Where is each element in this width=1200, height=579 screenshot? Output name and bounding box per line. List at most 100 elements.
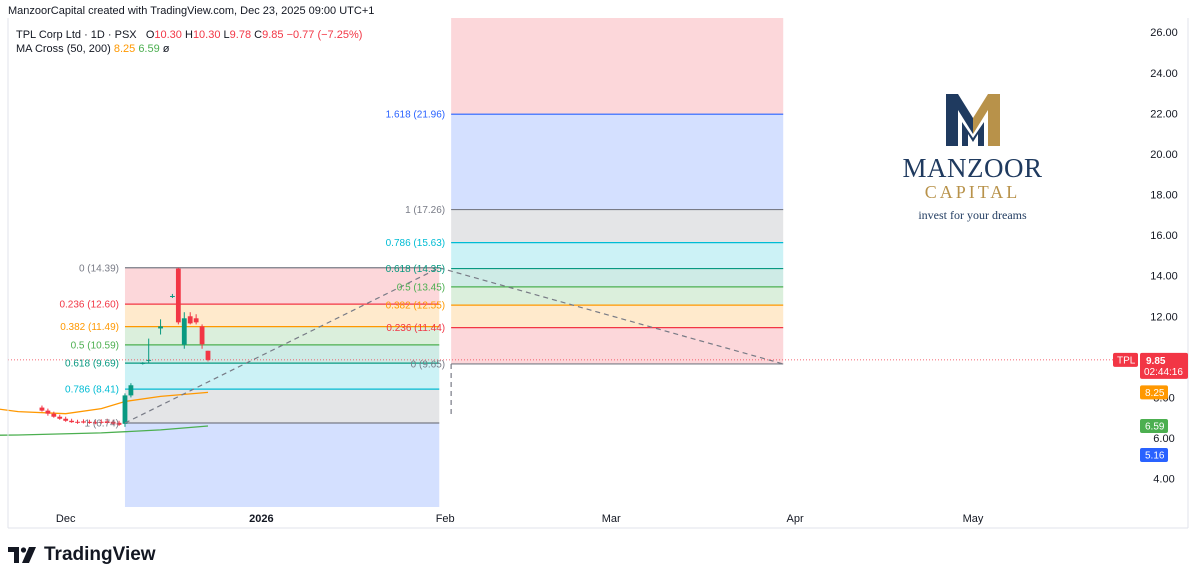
- candle-body: [140, 362, 146, 364]
- tradingview-logo-icon: [8, 547, 36, 563]
- fib-levels: [124, 113, 784, 424]
- y-tick-label-6: 16.00: [1150, 230, 1178, 242]
- fib-extension-zone-6: [451, 305, 784, 328]
- fib-extension-label-2: 0.786 (15.63): [386, 238, 446, 249]
- fib-zones: [124, 18, 784, 507]
- candle-0: [39, 405, 45, 412]
- candle-body: [69, 420, 75, 423]
- chart-caption: ManzoorCapital created with TradingView.…: [8, 5, 375, 17]
- fib-extension-label-1: 1 (17.26): [405, 205, 445, 216]
- open-value: 10.30: [154, 29, 182, 41]
- candle-body: [199, 326, 205, 345]
- x-tick-label-1: 2026: [249, 513, 273, 525]
- fib-extension-zone-4: [451, 268, 784, 287]
- indicator-legend[interactable]: MA Cross (50, 200) 8.25 6.59 ø: [16, 43, 170, 55]
- x-tick-label-0: Dec: [56, 513, 76, 525]
- candle-body: [158, 326, 163, 329]
- candle-9: [92, 420, 98, 425]
- price-badge-value: 8.25: [1145, 388, 1165, 399]
- fib-labels: 0 (14.39) 0.236 (12.60) 0.382 (11.49) 0.5 (…: [59, 110, 445, 430]
- candle-17: [146, 338, 152, 363]
- candle-body: [110, 421, 116, 424]
- ma-fast-line: [0, 391, 209, 415]
- fib-retracement-label-5: 0.786 (8.41): [65, 385, 119, 396]
- candle-15: [128, 383, 134, 398]
- fib-retracement-label-1: 0.236 (12.60): [59, 300, 119, 311]
- candle-3: [57, 414, 63, 420]
- price-badge-countdown: 02:44:16: [1144, 367, 1183, 378]
- symbol-tag-box: [1113, 352, 1138, 367]
- tradingview-logo[interactable]: TradingView: [8, 544, 156, 566]
- candle-body: [146, 359, 152, 361]
- watermark-name: MANZOOR: [902, 153, 1043, 183]
- candle-body: [170, 295, 175, 297]
- indicator-name: MA Cross (50, 200): [16, 43, 111, 55]
- y-tick-label-1: 6.00: [1153, 433, 1174, 445]
- candle-13: [116, 420, 122, 426]
- candle-20: [175, 267, 181, 325]
- fib-extension-zone-7: [451, 327, 784, 364]
- price-badge-box: [1140, 448, 1168, 463]
- y-tick-label-7: 18.00: [1150, 190, 1178, 202]
- candle-body: [57, 416, 63, 419]
- candle-body: [193, 318, 199, 323]
- fib-extension-zone-2: [451, 209, 784, 243]
- ma-slow-value: 6.59: [138, 43, 160, 55]
- fib-retracement-zone-3: [124, 344, 440, 364]
- candle-21: [181, 312, 187, 349]
- fib-retracement-label-4: 0.618 (9.69): [65, 359, 119, 370]
- x-tick-label-2: Feb: [436, 513, 455, 525]
- low-value: 9.78: [229, 29, 252, 41]
- trend-line-1: [439, 267, 784, 365]
- open-label: O: [145, 29, 155, 41]
- candle-body: [45, 410, 51, 414]
- candle-body: [92, 422, 98, 424]
- y-tick-label-4: 12.00: [1150, 311, 1178, 323]
- low-label: L: [223, 29, 230, 41]
- fib-extension-zone-0: [451, 18, 784, 115]
- x-tick-label-4: Apr: [787, 513, 804, 525]
- candle-7: [81, 419, 86, 424]
- symbol-name: TPL Corp Ltd · 1D · PSX: [16, 29, 137, 41]
- manzoor-logo-icon: [945, 94, 1000, 146]
- fib-retracement-zone-4: [124, 363, 440, 390]
- candle-8: [87, 419, 92, 424]
- fib-retracement-label-3: 0.5 (10.59): [71, 340, 119, 351]
- candle-body: [205, 350, 211, 360]
- watermark-sub: CAPITAL: [924, 182, 1021, 202]
- y-tick-label-8: 20.00: [1150, 149, 1178, 161]
- fib-retracement-label-6: 1 (6.74): [85, 418, 119, 429]
- price-badge-2: 6.59: [1140, 419, 1168, 434]
- x-tick-label-5: May: [963, 513, 984, 525]
- fib-retracement-label-0: 0 (14.39): [79, 263, 119, 274]
- ma-slow-line: [0, 425, 209, 436]
- candle-19: [170, 293, 175, 299]
- candle-16: [140, 362, 146, 365]
- fib-extension-label-0: 1.618 (21.96): [386, 110, 446, 121]
- candle-5: [69, 418, 75, 423]
- candle-body: [51, 413, 57, 417]
- candle-body: [175, 268, 181, 323]
- fib-retracement-label-2: 0.382 (11.49): [60, 322, 119, 333]
- candle-18: [158, 319, 163, 335]
- candle-12: [110, 419, 116, 425]
- x-tick-label-3: Mar: [602, 513, 621, 525]
- candle-6: [75, 419, 80, 424]
- trend-lines: [8, 267, 1135, 424]
- high-value: 10.30: [192, 29, 221, 41]
- candle-25: [205, 350, 211, 362]
- candle-body: [75, 421, 80, 423]
- candle-body: [181, 318, 187, 345]
- candle-body: [81, 421, 86, 423]
- price-badge-value: 5.16: [1145, 451, 1165, 462]
- fib-extension-zone-3: [451, 242, 784, 269]
- y-tick-label-11: 26.00: [1150, 27, 1178, 39]
- symbol-legend[interactable]: TPL Corp Ltd · 1D · PSX O10.30 H10.30 L9…: [16, 29, 362, 41]
- price-badge-box: [1140, 352, 1188, 379]
- candle-body: [98, 421, 104, 423]
- fib-extension-zone-5: [451, 286, 784, 306]
- price-badge-3: 5.16: [1140, 448, 1168, 463]
